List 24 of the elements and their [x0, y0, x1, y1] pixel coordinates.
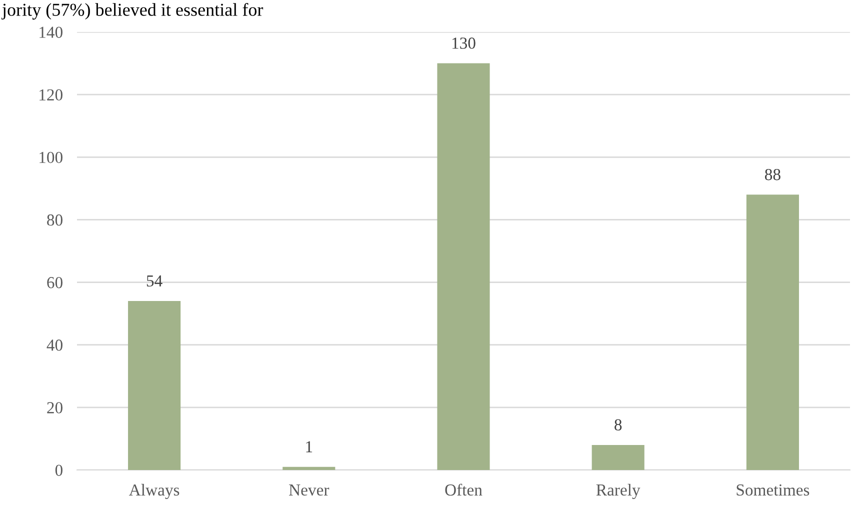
- x-tick-label: Sometimes: [736, 484, 810, 496]
- data-label: 88: [765, 168, 780, 180]
- data-label: 8: [614, 419, 622, 430]
- y-tick-label: 120: [40, 89, 62, 101]
- y-tick-label: 20: [47, 402, 62, 414]
- y-tick-label: 80: [47, 214, 62, 226]
- bar: [746, 194, 799, 470]
- bar: [128, 301, 181, 470]
- bar: [437, 63, 490, 470]
- data-label: 130: [452, 38, 476, 49]
- x-tick-label: Always: [129, 484, 180, 500]
- x-tick-label: Often: [445, 484, 482, 496]
- y-tick-label: 0: [55, 464, 62, 476]
- y-tick-label: 40: [46, 340, 62, 351]
- data-label: 54: [146, 275, 162, 287]
- x-tick-label: Never: [289, 484, 330, 496]
- bar: [592, 444, 644, 470]
- bar: [282, 466, 336, 470]
- y-tick-label: 140: [40, 26, 62, 38]
- text: jority (57%) believed it essential for: [1, 3, 264, 20]
- y-tick-label: 60: [47, 276, 62, 288]
- y-tick-label: 100: [40, 152, 62, 164]
- x-tick-label: Rarely: [596, 484, 640, 500]
- data-label: 1: [306, 441, 312, 452]
